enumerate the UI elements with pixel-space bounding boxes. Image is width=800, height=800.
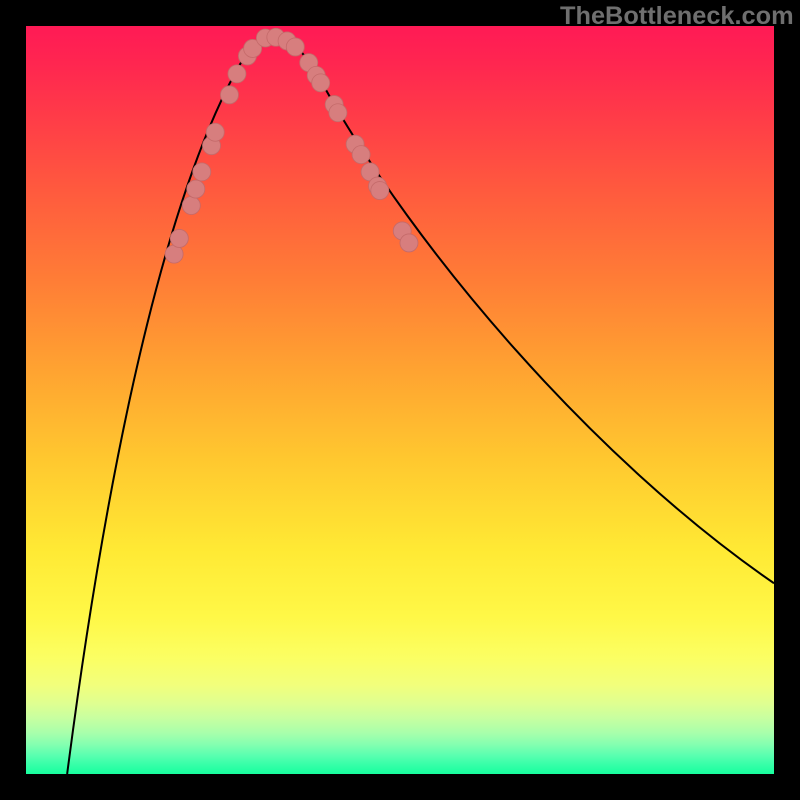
data-marker [182,197,200,215]
data-marker [352,146,370,164]
data-markers [26,26,774,774]
data-marker [170,229,188,247]
data-marker [400,234,418,252]
attribution-text: TheBottleneck.com [560,2,794,31]
data-marker [371,182,389,200]
data-marker [193,163,211,181]
data-marker [312,74,330,92]
data-marker [286,38,304,56]
plot-area [26,26,774,774]
data-marker [165,245,183,263]
data-marker [329,104,347,122]
data-marker [187,180,205,198]
data-marker [220,86,238,104]
data-marker [228,65,246,83]
data-marker [206,123,224,141]
